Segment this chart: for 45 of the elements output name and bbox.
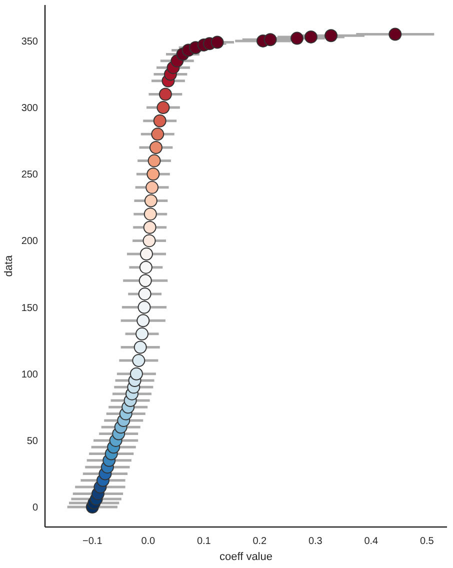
point <box>158 88 172 101</box>
y-tick-label: 200 <box>21 236 38 248</box>
point <box>290 32 304 45</box>
point <box>142 234 156 248</box>
point <box>210 36 224 49</box>
point <box>132 354 146 368</box>
point <box>136 327 149 340</box>
y-tick-label: 250 <box>21 170 38 181</box>
y-tick-label: 100 <box>21 369 38 380</box>
point <box>324 29 338 42</box>
point <box>149 140 162 154</box>
y-axis-title: data <box>3 254 15 277</box>
point <box>156 101 170 114</box>
y-tick-label: 300 <box>21 103 38 114</box>
point <box>138 300 151 314</box>
point <box>153 114 166 128</box>
point <box>134 340 147 354</box>
point <box>304 30 318 44</box>
point <box>144 208 157 221</box>
y-tick-label: 350 <box>21 36 38 48</box>
point <box>136 314 150 328</box>
point <box>139 260 152 274</box>
y-tick-label: 150 <box>21 302 38 314</box>
x-tick-label: 0.4 <box>364 536 379 547</box>
point <box>264 33 277 46</box>
x-tick-label: −0.1 <box>82 536 103 547</box>
point <box>140 248 153 261</box>
point <box>148 154 161 168</box>
point <box>143 220 156 234</box>
point <box>388 28 402 41</box>
x-tick-label: 0.0 <box>141 536 156 547</box>
x-tick-label: 0.3 <box>308 536 323 547</box>
point <box>138 287 152 300</box>
x-tick-label: 0.1 <box>196 536 212 547</box>
x-axis-title: coeff value <box>219 551 273 563</box>
point <box>138 274 152 288</box>
y-tick-label: 0 <box>32 502 38 514</box>
y-tick-label: 50 <box>26 436 38 447</box>
point <box>146 168 160 181</box>
point <box>130 367 143 380</box>
x-tick-label: 0.5 <box>420 536 434 547</box>
x-tick-label: 0.2 <box>252 536 268 547</box>
point <box>144 194 158 208</box>
point <box>146 180 159 194</box>
point <box>151 128 164 141</box>
